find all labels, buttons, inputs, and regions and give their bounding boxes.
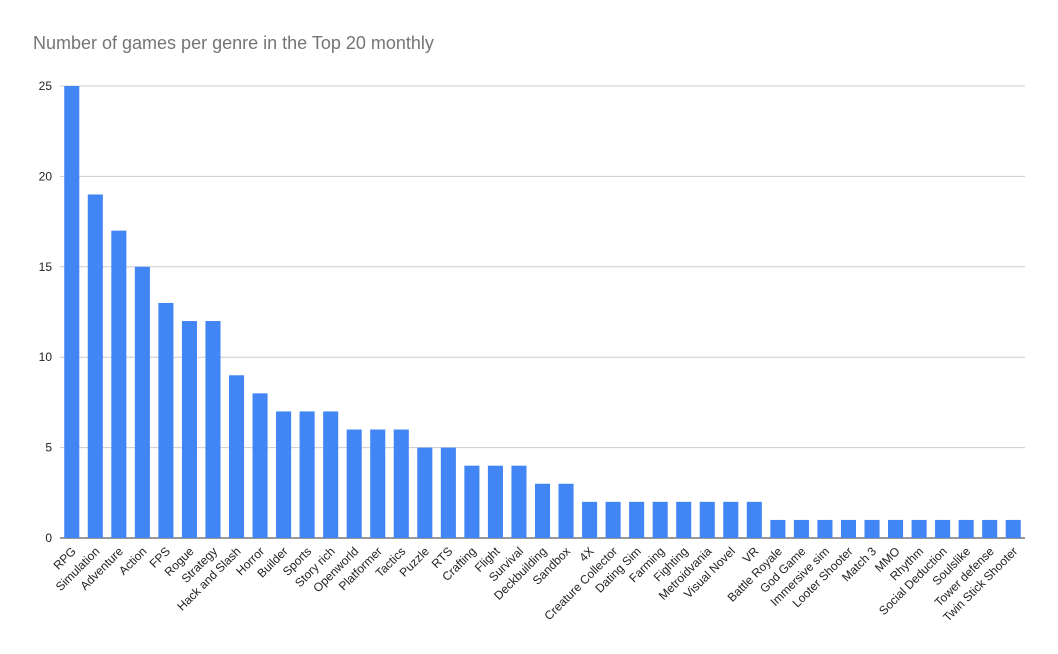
bar: [440, 447, 456, 538]
bar: [181, 321, 197, 538]
bar: [252, 393, 268, 538]
y-axis-tick-labels: 0 5 10 15 20 25: [39, 79, 53, 545]
bar: [676, 501, 692, 538]
bar: [111, 230, 127, 538]
bar: [699, 501, 715, 538]
bar: [770, 519, 786, 538]
bar: [723, 501, 739, 538]
bar: [534, 483, 551, 538]
bar: [605, 501, 621, 538]
bar: [817, 519, 833, 538]
bar: [1005, 519, 1021, 538]
bar: [982, 519, 998, 538]
x-axis-tick-labels: RPGSimulationAdventureActionFPSRogueStra…: [51, 544, 1021, 625]
y-tick-label: 10: [39, 350, 53, 364]
bar: [276, 411, 292, 538]
bar: [864, 519, 880, 538]
y-tick-label: 0: [45, 531, 52, 545]
bar: [87, 194, 103, 539]
y-tick-label: 25: [39, 79, 53, 93]
bar: [746, 501, 762, 538]
gridlines: [60, 85, 1025, 539]
bar: [958, 519, 974, 538]
bar: [205, 321, 221, 538]
bar: [511, 465, 527, 538]
bar: [558, 483, 574, 538]
bar: [346, 429, 362, 538]
bar: [464, 465, 480, 538]
bar: [393, 429, 409, 538]
bar: [134, 266, 150, 538]
y-tick-label: 5: [45, 441, 52, 455]
bar: [629, 501, 645, 538]
bar: [370, 429, 386, 538]
bar: [487, 465, 503, 538]
y-tick-label: 15: [39, 260, 53, 274]
bar: [935, 519, 951, 538]
y-tick-label: 20: [39, 169, 53, 183]
bar: [417, 447, 433, 538]
chart-title: Number of games per genre in the Top 20 …: [33, 33, 434, 53]
bars: [64, 86, 1021, 539]
bar: [299, 411, 315, 538]
bar: [652, 501, 668, 538]
bar: [840, 519, 857, 538]
bar: [793, 519, 809, 538]
bar: [911, 519, 927, 538]
bar: [582, 501, 598, 538]
bar: [323, 411, 339, 538]
bar: [158, 302, 174, 538]
bar: [228, 375, 245, 538]
bar: [888, 519, 904, 538]
bar: [64, 86, 80, 538]
